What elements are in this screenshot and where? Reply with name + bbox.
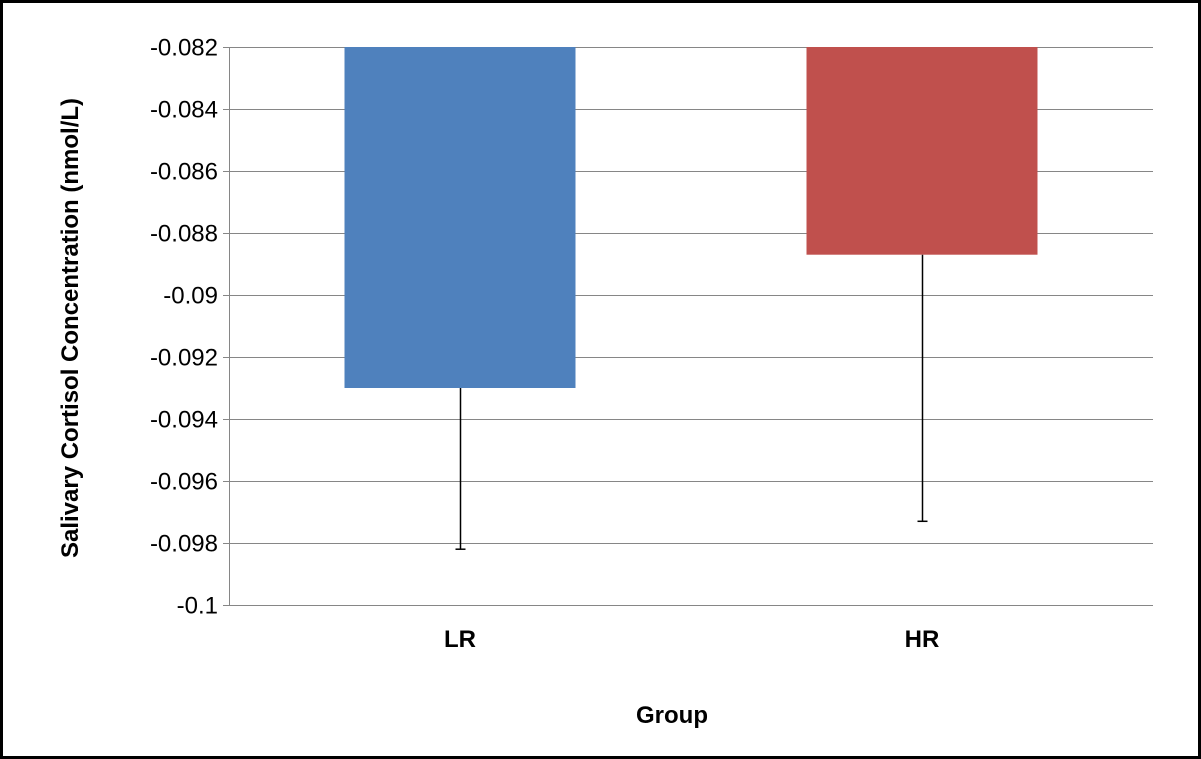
y-axis-title: Salivary Cortisol Concentration (nmol/L) bbox=[57, 98, 84, 558]
bar-lr bbox=[344, 47, 576, 388]
x-tick-labels: LR HR bbox=[444, 626, 939, 653]
y-tick-label: -0.086 bbox=[150, 159, 218, 186]
y-tick-label: -0.094 bbox=[150, 407, 218, 434]
y-tick-label: -0.098 bbox=[150, 531, 218, 558]
y-tick-label: -0.096 bbox=[150, 469, 218, 496]
error-bars bbox=[455, 254, 928, 550]
bar-hr bbox=[806, 47, 1038, 255]
x-axis-title: Group bbox=[636, 702, 708, 729]
y-tick-label: -0.084 bbox=[150, 97, 218, 124]
x-tick-label-hr: HR bbox=[905, 626, 940, 653]
y-tick-label: -0.088 bbox=[150, 221, 218, 248]
y-tick-label: -0.1 bbox=[177, 593, 218, 620]
x-tick-label-lr: LR bbox=[444, 626, 476, 653]
y-tick-label: -0.09 bbox=[163, 283, 218, 310]
y-tick-labels: -0.082 -0.084 -0.086 -0.088 -0.09 -0.092 -0.09… bbox=[150, 35, 218, 620]
y-tick-label: -0.082 bbox=[150, 35, 218, 62]
bars bbox=[344, 47, 1038, 388]
y-tick-label: -0.092 bbox=[150, 345, 218, 372]
